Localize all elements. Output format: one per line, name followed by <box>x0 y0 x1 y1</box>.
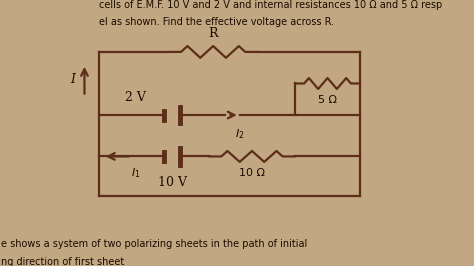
Text: 2 V: 2 V <box>125 91 146 104</box>
Text: cells of E.M.F. 10 V and 2 V and internal resistances 10 Ω and 5 Ω resp: cells of E.M.F. 10 V and 2 V and interna… <box>99 0 442 10</box>
Text: 5 Ω: 5 Ω <box>318 95 337 105</box>
Text: 10 V: 10 V <box>158 176 187 189</box>
Text: el as shown. Find the effective voltage across R.: el as shown. Find the effective voltage … <box>99 17 334 27</box>
Text: I$_1$: I$_1$ <box>131 166 140 180</box>
Text: 10 Ω: 10 Ω <box>239 168 265 178</box>
Text: e shows a system of two polarizing sheets in the path of initial: e shows a system of two polarizing sheet… <box>0 239 307 249</box>
Text: I$_2$: I$_2$ <box>235 127 244 141</box>
Text: R: R <box>209 27 218 40</box>
Text: ng direction of first sheet: ng direction of first sheet <box>0 257 124 266</box>
Text: I: I <box>70 73 75 86</box>
